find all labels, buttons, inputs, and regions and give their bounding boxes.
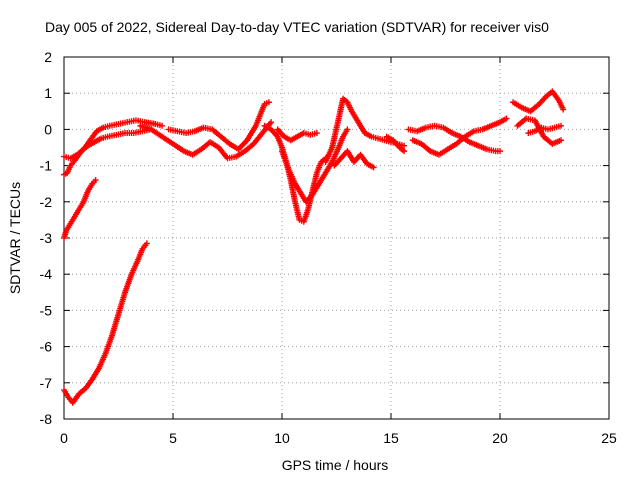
x-tick-label: 5 — [169, 430, 177, 446]
x-tick-label: 0 — [60, 430, 68, 446]
x-tick-label: 15 — [383, 430, 399, 446]
data-points — [61, 88, 567, 406]
x-tick-label: 25 — [601, 430, 617, 446]
data-point — [370, 164, 377, 171]
data-point — [401, 142, 408, 149]
y-tick-label: -5 — [40, 302, 53, 318]
data-point — [558, 137, 565, 144]
series-track-h — [279, 126, 351, 205]
series-track-m — [409, 115, 510, 158]
y-tick-label: -1 — [40, 158, 53, 174]
x-tick-labels: 0 5 10 15 20 25 — [60, 430, 617, 446]
series-track-f — [137, 119, 275, 162]
data-point — [313, 130, 320, 137]
series-track-k — [331, 148, 377, 171]
y-tick-label: 2 — [44, 49, 52, 65]
y-tick-label: 0 — [44, 121, 52, 137]
data-point — [560, 106, 567, 113]
data-point — [265, 99, 272, 106]
data-point — [344, 126, 351, 133]
y-tick-label: 1 — [44, 85, 52, 101]
series-track-i — [274, 126, 320, 144]
series-track-c — [61, 126, 155, 178]
data-point — [558, 122, 565, 129]
y-tick-label: -7 — [40, 375, 53, 391]
y-tick-label: -6 — [40, 339, 53, 355]
y-tick-label: -4 — [40, 266, 53, 282]
series-track-d — [61, 117, 166, 162]
chart-title: Day 005 of 2022, Sidereal Day-to-day VTE… — [45, 19, 549, 35]
data-point — [159, 122, 166, 129]
series-track-o — [510, 88, 567, 115]
y-axis-label: SDTVAR / TECUs — [7, 182, 23, 294]
series-track-l — [383, 133, 408, 155]
data-point — [268, 119, 275, 126]
x-tick-label: 10 — [274, 430, 290, 446]
series-track-e — [165, 99, 272, 153]
axis-ticks — [63, 56, 610, 420]
data-point — [503, 115, 510, 122]
data-point — [92, 177, 99, 184]
data-point — [401, 148, 408, 155]
y-tick-label: -8 — [40, 411, 53, 427]
data-point — [143, 240, 150, 247]
data-point — [497, 148, 503, 155]
x-axis-label: GPS time / hours — [282, 457, 389, 473]
y-tick-labels: -8 -7 -6 -5 -4 -3 -2 -1 0 1 2 — [40, 49, 53, 427]
series-track-b — [61, 240, 150, 406]
y-tick-label: -2 — [40, 194, 53, 210]
y-tick-label: -3 — [40, 230, 53, 246]
x-tick-label: 20 — [492, 430, 508, 446]
series-track-a — [61, 177, 99, 241]
series-track-q — [525, 122, 565, 137]
series-track-n — [405, 122, 503, 155]
